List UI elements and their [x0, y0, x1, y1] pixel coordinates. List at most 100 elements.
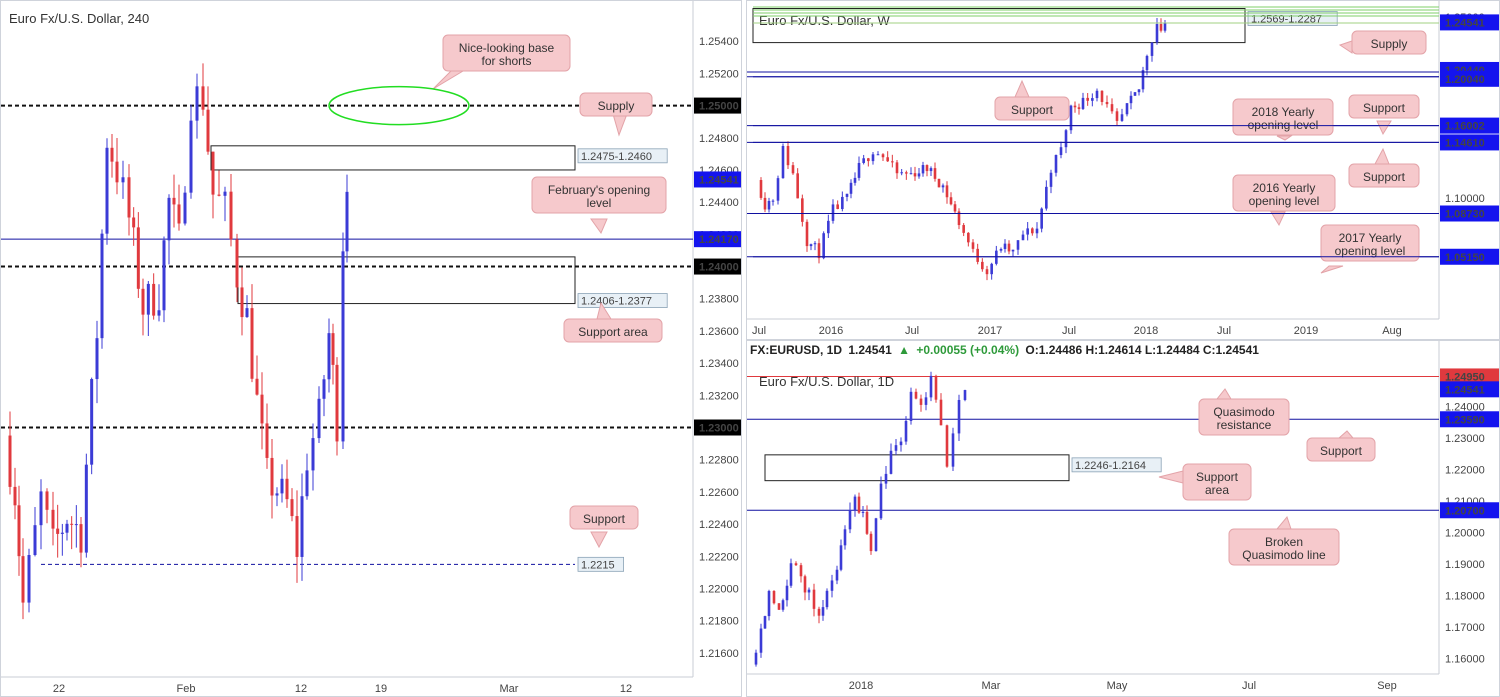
candle-body: [240, 287, 244, 318]
candle-body: [331, 333, 335, 365]
zone-box: [237, 256, 576, 305]
candle-body: [821, 607, 825, 616]
symbol-label: FX:EURUSD, 1D: [750, 343, 843, 357]
candle-body: [962, 225, 965, 233]
callout-text: Supply: [598, 99, 635, 113]
candle-body: [865, 511, 869, 534]
candle-body: [51, 509, 55, 529]
callout-box: [994, 96, 1070, 121]
candle-body: [1045, 186, 1048, 209]
candle-body: [223, 191, 227, 196]
candle-body: [949, 197, 953, 205]
time-tick-label: 12: [295, 683, 307, 695]
price-tag: [694, 419, 741, 436]
time-tick-label: 2019: [1294, 325, 1318, 337]
candle-body: [8, 435, 12, 487]
price-tick-label: 1.17000: [1445, 622, 1485, 634]
weekly-chart[interactable]: 1.250001.10000Jul2016Jul2017Jul2018Jul20…: [747, 1, 1500, 340]
chart-title: Euro Fx/U.S. Dollar, 1D: [759, 374, 894, 389]
price-tag-label: 1.20700: [1445, 505, 1485, 517]
candle-body: [812, 589, 816, 609]
candle-body: [785, 585, 789, 601]
candle-body: [876, 154, 880, 156]
callout-text: Support: [1363, 101, 1406, 115]
candle-body: [60, 532, 64, 534]
price-tick-label: 1.25200: [699, 68, 739, 80]
candle-body: [183, 192, 187, 224]
candle-body: [794, 563, 798, 566]
callout-text: Support: [583, 512, 626, 526]
h4-chart-panel[interactable]: 1.254001.252001.250001.248001.246001.244…: [0, 0, 742, 697]
candle-body: [867, 158, 870, 162]
price-tick-label: 1.23600: [699, 326, 739, 338]
candle-body: [951, 433, 955, 467]
candle-body: [861, 511, 865, 513]
candle-body: [941, 185, 945, 188]
price-tick-label: 1.23000: [1445, 433, 1485, 445]
candle-body: [1115, 111, 1119, 121]
h4-chart[interactable]: 1.254001.252001.250001.248001.246001.244…: [1, 1, 742, 697]
candle-body: [871, 154, 875, 162]
price-tick-label: 1.16000: [1445, 653, 1485, 665]
daily-chart[interactable]: 1.250001.240001.230001.220001.210001.200…: [747, 341, 1500, 697]
candle-body: [1003, 243, 1007, 250]
candle-body: [21, 556, 25, 603]
price-tag: [1440, 14, 1499, 31]
candle-body: [841, 196, 844, 210]
candle-body: [889, 450, 893, 474]
candle-body: [1077, 107, 1081, 109]
candle-body: [172, 197, 176, 205]
candle-body: [976, 248, 979, 262]
time-tick-label: 19: [375, 683, 387, 695]
callout-pointer: [1337, 430, 1355, 439]
time-tick-label: Jul: [1242, 680, 1256, 692]
candle-body: [1049, 172, 1053, 187]
price-tick-label: 1.22000: [699, 583, 739, 595]
time-tick-label: May: [1107, 680, 1128, 692]
last-price: 1.24541: [848, 343, 892, 357]
candle-body: [1133, 92, 1137, 96]
price-tag: [694, 258, 741, 275]
callout-text: Broken: [1265, 535, 1303, 549]
candle-body: [335, 364, 339, 442]
time-tick-label: Jul: [1062, 325, 1076, 337]
chart-title: Euro Fx/U.S. Dollar, 240: [9, 11, 149, 26]
callout-text: Support: [1196, 470, 1239, 484]
candle-body: [914, 391, 918, 399]
daily-chart-panel[interactable]: FX:EURUSD, 1D 1.24541 ▲ +0.00055 (+0.04%…: [746, 340, 1500, 697]
candle-body: [1159, 24, 1163, 31]
candle-body: [70, 523, 74, 525]
candle-body: [925, 165, 929, 172]
candle-body: [924, 397, 928, 405]
candle-body: [759, 628, 763, 653]
candle-body: [1155, 24, 1159, 43]
price-tag-label: 1.16002: [1445, 121, 1485, 133]
candle-body: [1007, 243, 1011, 252]
candle-body: [862, 158, 865, 163]
candle-body: [945, 425, 949, 467]
chart-title: Euro Fx/U.S. Dollar, W: [759, 13, 890, 28]
candle-body: [121, 177, 125, 183]
callout-text: 2016 Yearly: [1253, 181, 1316, 195]
callout-pointer: [612, 113, 628, 137]
price-tag-label: 1.24000: [699, 262, 739, 274]
highlight-ellipse: [328, 85, 470, 126]
candle-body: [1100, 90, 1104, 102]
price-tick-label: 1.19000: [1445, 559, 1485, 571]
candle-body: [146, 283, 150, 315]
ohlc-values: O:1.24486 H:1.24614 L:1.24484 C:1.24541: [1025, 343, 1259, 357]
zone-label-box: [577, 148, 668, 164]
weekly-chart-panel[interactable]: 1.250001.10000Jul2016Jul2017Jul2018Jul20…: [746, 0, 1500, 340]
callout-pointer: [1374, 147, 1390, 165]
price-tag-label: 1.24541: [1445, 17, 1485, 29]
candle-body: [295, 516, 299, 557]
candle-body: [845, 193, 849, 197]
candle-body: [835, 569, 839, 581]
candle-body: [115, 161, 119, 183]
candle-body: [235, 239, 239, 288]
callout-text: February's opening: [548, 183, 650, 197]
candle-body: [777, 603, 781, 610]
candle-body: [985, 269, 989, 275]
callout-box: [1198, 398, 1290, 436]
time-tick-label: Jul: [1217, 325, 1231, 337]
